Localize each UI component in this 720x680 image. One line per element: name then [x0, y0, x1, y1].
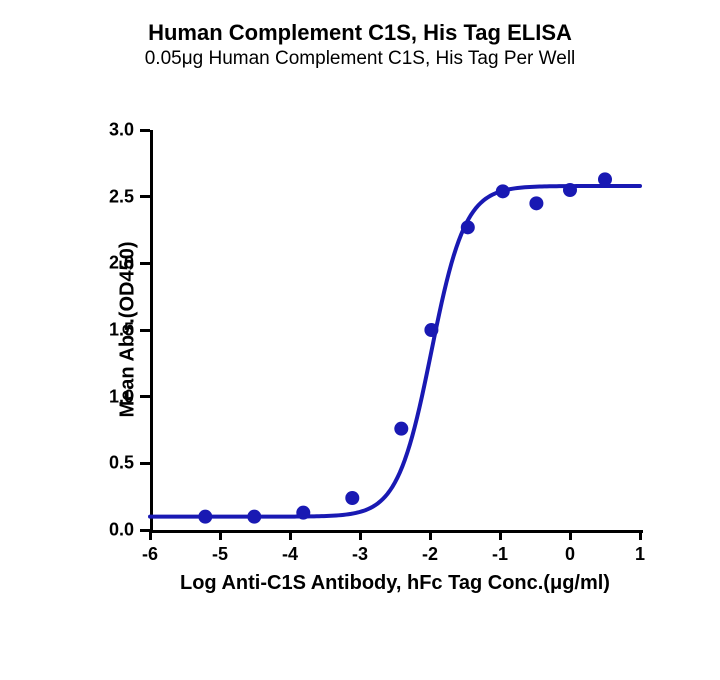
x-tick — [429, 530, 432, 540]
data-point — [296, 506, 310, 520]
x-axis-title: Log Anti-C1S Antibody, hFc Tag Conc.(μg/… — [150, 572, 640, 595]
x-tick — [219, 530, 222, 540]
y-tick — [140, 262, 150, 265]
x-tick — [499, 530, 502, 540]
y-tick-label: 3.0 — [94, 120, 134, 141]
x-tick-label: -5 — [212, 544, 228, 565]
x-tick-label: -2 — [422, 544, 438, 565]
y-tick — [140, 129, 150, 132]
data-point — [247, 510, 261, 524]
data-point — [345, 491, 359, 505]
chart-container: Human Complement C1S, His Tag ELISA 0.05… — [0, 20, 720, 70]
y-tick-label: 0.0 — [94, 520, 134, 541]
data-point — [424, 323, 438, 337]
y-tick — [140, 195, 150, 198]
data-point — [198, 510, 212, 524]
y-tick-label: 0.5 — [94, 453, 134, 474]
y-axis-title: Mean Abs.(OD450) — [116, 242, 139, 418]
x-tick-label: -4 — [282, 544, 298, 565]
y-tick-label: 2.5 — [94, 186, 134, 207]
chart-subtitle: 0.05μg Human Complement C1S, His Tag Per… — [0, 48, 720, 70]
data-point — [529, 196, 543, 210]
fit-curve — [150, 186, 640, 517]
x-tick-label: 0 — [565, 544, 575, 565]
x-tick-label: -1 — [492, 544, 508, 565]
data-point — [496, 184, 510, 198]
data-point — [563, 183, 577, 197]
plot-area: -6-5-4-3-2-1010.00.51.01.52.02.53.0Log A… — [150, 130, 640, 530]
data-point — [598, 172, 612, 186]
y-tick — [140, 395, 150, 398]
y-tick — [140, 462, 150, 465]
y-tick — [140, 529, 150, 532]
x-tick — [289, 530, 292, 540]
x-tick — [639, 530, 642, 540]
x-tick — [359, 530, 362, 540]
y-tick — [140, 329, 150, 332]
x-tick — [149, 530, 152, 540]
data-point — [461, 220, 475, 234]
plot-svg — [150, 130, 640, 530]
x-tick-label: 1 — [635, 544, 645, 565]
chart-title: Human Complement C1S, His Tag ELISA — [0, 20, 720, 46]
x-tick-label: -6 — [142, 544, 158, 565]
x-tick — [569, 530, 572, 540]
x-tick-label: -3 — [352, 544, 368, 565]
data-point — [394, 422, 408, 436]
